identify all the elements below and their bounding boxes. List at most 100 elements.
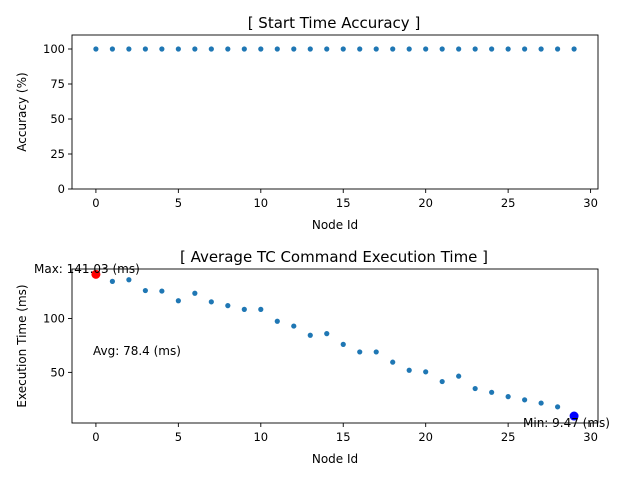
exec-time-data-point bbox=[159, 288, 165, 294]
max-annotation: Max: 141.03 (ms) bbox=[34, 262, 140, 276]
exec-time-data-point bbox=[390, 359, 396, 365]
accuracy-subplot: [ Start Time Accuracy ] Node Id Accuracy… bbox=[15, 14, 599, 232]
accuracy-y-axis-label: Accuracy (%) bbox=[15, 72, 29, 151]
accuracy-data-point bbox=[324, 46, 330, 52]
exec-time-data-point bbox=[274, 318, 280, 324]
exec-time-data-point bbox=[126, 277, 132, 283]
accuracy-data-point bbox=[505, 46, 511, 52]
exec-time-x-tick-label: 25 bbox=[501, 430, 516, 444]
accuracy-data-point bbox=[571, 46, 577, 52]
exec-time-x-tick-label: 5 bbox=[175, 430, 182, 444]
exec-time-y-axis-label: Execution Time (ms) bbox=[15, 284, 29, 407]
exec-time-chart-title: [ Average TC Command Execution Time ] bbox=[180, 248, 488, 266]
exec-time-x-tick-label: 15 bbox=[336, 430, 351, 444]
accuracy-data-point bbox=[406, 46, 412, 52]
exec-time-data-point bbox=[439, 378, 445, 385]
exec-time-x-tick-label: 10 bbox=[253, 430, 268, 444]
accuracy-x-tick-label: 20 bbox=[418, 196, 433, 210]
exec-time-data-point bbox=[423, 369, 429, 375]
accuracy-data-point bbox=[357, 46, 363, 52]
accuracy-x-tick-label: 30 bbox=[583, 196, 598, 210]
exec-time-data-point bbox=[192, 290, 198, 296]
accuracy-y-tick-label: 50 bbox=[50, 112, 65, 126]
accuracy-y-tick-label: 0 bbox=[58, 182, 65, 196]
accuracy-data-point bbox=[93, 46, 99, 52]
accuracy-data-point bbox=[126, 46, 132, 52]
accuracy-ticks: 0 5 10 15 20 25 30 0 25 50 75 100 bbox=[43, 42, 598, 210]
accuracy-data-point bbox=[192, 46, 198, 52]
exec-time-data-point bbox=[489, 389, 495, 395]
accuracy-data-point bbox=[258, 46, 264, 52]
accuracy-y-tick-label: 100 bbox=[43, 42, 65, 56]
exec-time-data-point bbox=[175, 298, 181, 304]
min-annotation: Min: 9.47 (ms) bbox=[523, 416, 610, 430]
avg-annotation: Avg: 78.4 (ms) bbox=[93, 344, 181, 358]
accuracy-data-point bbox=[373, 46, 379, 52]
accuracy-data-point bbox=[307, 46, 313, 52]
exec-time-x-axis-label: Node Id bbox=[312, 452, 358, 466]
accuracy-y-tick-label: 75 bbox=[50, 77, 65, 91]
accuracy-data-point bbox=[390, 46, 396, 52]
max-marker bbox=[91, 269, 101, 279]
exec-time-data-point bbox=[522, 397, 528, 403]
accuracy-x-axis-label: Node Id bbox=[312, 218, 358, 232]
exec-time-y-tick-label: 50 bbox=[50, 365, 65, 379]
accuracy-data-point bbox=[489, 46, 495, 52]
exec-time-data-point bbox=[406, 367, 412, 373]
min-marker bbox=[569, 411, 579, 421]
accuracy-points bbox=[93, 46, 577, 52]
accuracy-x-tick-label: 10 bbox=[253, 196, 268, 210]
accuracy-data-point bbox=[555, 46, 561, 52]
accuracy-data-point bbox=[142, 46, 148, 52]
exec-time-x-tick-label: 0 bbox=[92, 430, 99, 444]
exec-time-data-point bbox=[208, 299, 214, 305]
exec-time-data-point bbox=[472, 385, 478, 392]
exec-time-data-point bbox=[291, 323, 297, 329]
accuracy-data-point bbox=[423, 46, 429, 52]
accuracy-x-tick-label: 5 bbox=[175, 196, 182, 210]
accuracy-y-tick-label: 25 bbox=[50, 147, 65, 161]
exec-time-data-point bbox=[505, 394, 511, 400]
exec-time-data-point bbox=[373, 349, 379, 355]
exec-time-data-point bbox=[142, 287, 148, 294]
exec-time-points bbox=[109, 277, 561, 410]
exec-time-annotations: Max: 141.03 (ms) Min: 9.47 (ms) Avg: 78.… bbox=[34, 262, 610, 430]
exec-time-x-tick-label: 20 bbox=[418, 430, 433, 444]
exec-time-ticks: 0 5 10 15 20 25 30 50 100 bbox=[43, 312, 598, 444]
accuracy-data-point bbox=[241, 46, 247, 52]
exec-time-data-point bbox=[258, 306, 264, 312]
exec-time-data-point bbox=[109, 278, 115, 284]
exec-time-data-point bbox=[538, 400, 544, 406]
exec-time-plot-frame bbox=[71, 268, 599, 424]
exec-time-data-point bbox=[555, 404, 561, 410]
accuracy-data-point bbox=[522, 46, 528, 52]
accuracy-data-point bbox=[274, 46, 280, 52]
accuracy-chart-title: [ Start Time Accuracy ] bbox=[248, 14, 421, 32]
accuracy-data-point bbox=[439, 46, 445, 52]
accuracy-data-point bbox=[208, 46, 214, 52]
exec-time-data-point bbox=[456, 373, 462, 379]
accuracy-data-point bbox=[109, 46, 115, 52]
accuracy-plot-frame bbox=[71, 34, 599, 190]
exec-time-subplot: [ Average TC Command Execution Time ] No… bbox=[15, 248, 610, 466]
accuracy-data-point bbox=[159, 46, 165, 52]
accuracy-data-point bbox=[456, 46, 462, 52]
exec-time-data-point bbox=[241, 306, 247, 312]
accuracy-data-point bbox=[225, 46, 231, 52]
accuracy-data-point bbox=[340, 46, 346, 52]
exec-time-data-point bbox=[307, 332, 313, 338]
accuracy-data-point bbox=[472, 46, 478, 52]
exec-time-data-point bbox=[225, 303, 231, 309]
accuracy-data-point bbox=[538, 46, 544, 52]
accuracy-x-tick-label: 25 bbox=[501, 196, 516, 210]
exec-time-data-point bbox=[357, 349, 363, 355]
accuracy-data-point bbox=[291, 46, 297, 52]
exec-time-x-tick-label: 30 bbox=[583, 430, 598, 444]
accuracy-data-point bbox=[175, 46, 181, 52]
exec-time-y-tick-label: 100 bbox=[43, 312, 65, 326]
exec-time-data-point bbox=[340, 341, 346, 347]
accuracy-x-tick-label: 15 bbox=[336, 196, 351, 210]
accuracy-x-tick-label: 0 bbox=[92, 196, 99, 210]
exec-time-data-point bbox=[324, 331, 330, 337]
